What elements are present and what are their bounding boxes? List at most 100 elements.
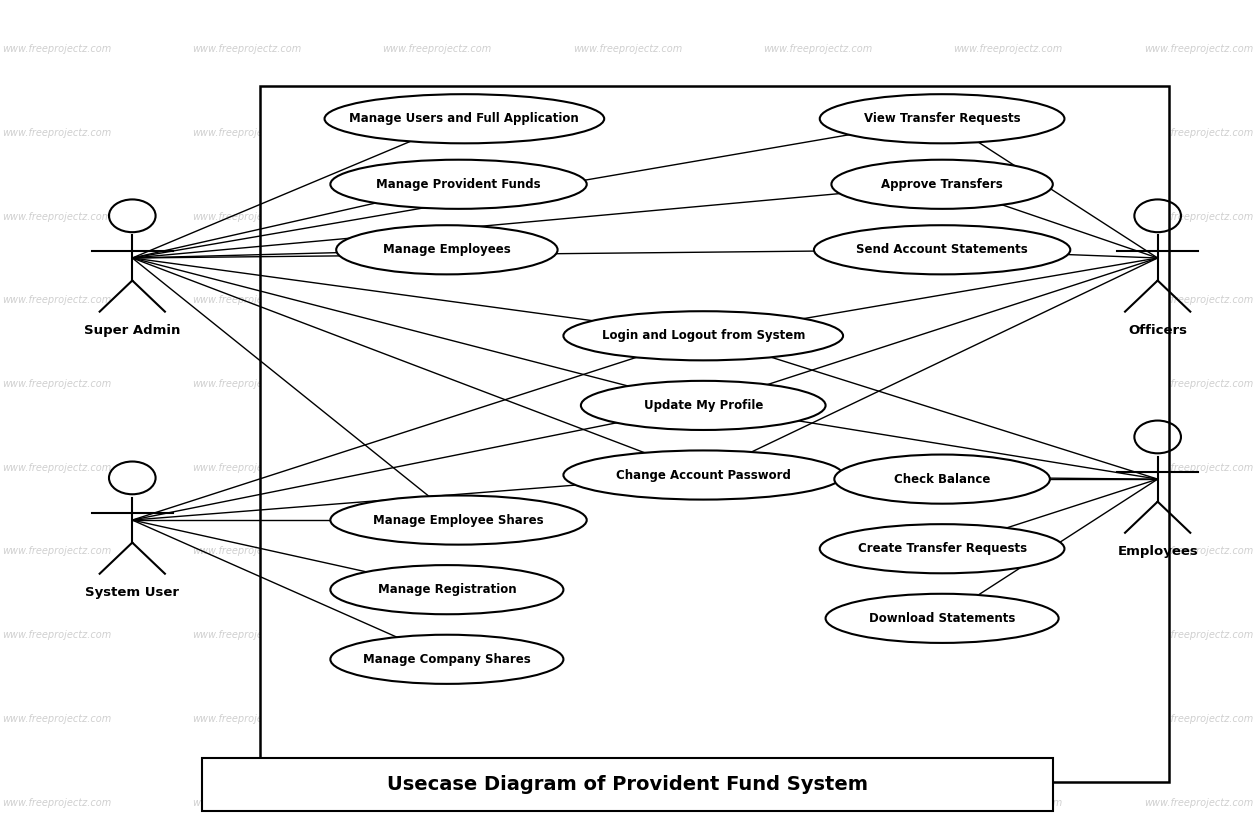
Ellipse shape: [814, 225, 1071, 274]
Ellipse shape: [330, 495, 587, 545]
Text: www.freeprojectz.com: www.freeprojectz.com: [954, 463, 1063, 473]
Text: Manage Employee Shares: Manage Employee Shares: [373, 514, 543, 527]
Text: www.freeprojectz.com: www.freeprojectz.com: [1143, 630, 1252, 640]
Text: www.freeprojectz.com: www.freeprojectz.com: [383, 296, 492, 305]
Ellipse shape: [330, 635, 563, 684]
Text: www.freeprojectz.com: www.freeprojectz.com: [572, 296, 683, 305]
Text: www.freeprojectz.com: www.freeprojectz.com: [383, 44, 492, 54]
Text: www.freeprojectz.com: www.freeprojectz.com: [954, 546, 1063, 556]
Text: www.freeprojectz.com: www.freeprojectz.com: [3, 379, 112, 389]
Text: www.freeprojectz.com: www.freeprojectz.com: [192, 44, 301, 54]
Text: www.freeprojectz.com: www.freeprojectz.com: [954, 128, 1063, 138]
Text: Manage Employees: Manage Employees: [383, 243, 511, 256]
Text: www.freeprojectz.com: www.freeprojectz.com: [572, 211, 683, 222]
Text: www.freeprojectz.com: www.freeprojectz.com: [1143, 798, 1252, 808]
Text: www.freeprojectz.com: www.freeprojectz.com: [3, 798, 112, 808]
Text: www.freeprojectz.com: www.freeprojectz.com: [572, 546, 683, 556]
Text: www.freeprojectz.com: www.freeprojectz.com: [1143, 463, 1252, 473]
Text: www.freeprojectz.com: www.freeprojectz.com: [383, 546, 492, 556]
Ellipse shape: [330, 565, 563, 614]
Text: www.freeprojectz.com: www.freeprojectz.com: [1143, 128, 1252, 138]
Text: www.freeprojectz.com: www.freeprojectz.com: [954, 798, 1063, 808]
Text: www.freeprojectz.com: www.freeprojectz.com: [572, 44, 683, 54]
Ellipse shape: [330, 160, 587, 209]
Text: www.freeprojectz.com: www.freeprojectz.com: [572, 128, 683, 138]
Text: www.freeprojectz.com: www.freeprojectz.com: [954, 44, 1063, 54]
Text: www.freeprojectz.com: www.freeprojectz.com: [3, 211, 112, 222]
Text: www.freeprojectz.com: www.freeprojectz.com: [383, 714, 492, 724]
Text: www.freeprojectz.com: www.freeprojectz.com: [192, 128, 301, 138]
Text: www.freeprojectz.com: www.freeprojectz.com: [1143, 546, 1252, 556]
Text: www.freeprojectz.com: www.freeprojectz.com: [1143, 296, 1252, 305]
Text: www.freeprojectz.com: www.freeprojectz.com: [383, 379, 492, 389]
Text: Super Admin: Super Admin: [84, 324, 181, 337]
Ellipse shape: [820, 94, 1064, 143]
Text: www.freeprojectz.com: www.freeprojectz.com: [763, 798, 872, 808]
FancyBboxPatch shape: [202, 758, 1053, 811]
Text: www.freeprojectz.com: www.freeprojectz.com: [192, 546, 301, 556]
Text: www.freeprojectz.com: www.freeprojectz.com: [192, 379, 301, 389]
Text: Update My Profile: Update My Profile: [644, 399, 763, 412]
Text: Send Account Statements: Send Account Statements: [856, 243, 1028, 256]
Text: www.freeprojectz.com: www.freeprojectz.com: [1143, 211, 1252, 222]
Text: www.freeprojectz.com: www.freeprojectz.com: [763, 296, 872, 305]
Text: www.freeprojectz.com: www.freeprojectz.com: [3, 463, 112, 473]
Text: www.freeprojectz.com: www.freeprojectz.com: [763, 379, 872, 389]
Text: www.freeprojectz.com: www.freeprojectz.com: [954, 379, 1063, 389]
Text: Approve Transfers: Approve Transfers: [881, 178, 1003, 191]
Text: Usecase Diagram of Provident Fund System: Usecase Diagram of Provident Fund System: [387, 775, 868, 794]
Text: www.freeprojectz.com: www.freeprojectz.com: [763, 211, 872, 222]
Text: www.freeprojectz.com: www.freeprojectz.com: [763, 463, 872, 473]
Text: www.freeprojectz.com: www.freeprojectz.com: [954, 630, 1063, 640]
Text: www.freeprojectz.com: www.freeprojectz.com: [954, 296, 1063, 305]
Text: www.freeprojectz.com: www.freeprojectz.com: [1143, 44, 1252, 54]
Text: www.freeprojectz.com: www.freeprojectz.com: [572, 798, 683, 808]
Text: Download Statements: Download Statements: [868, 612, 1015, 625]
Text: www.freeprojectz.com: www.freeprojectz.com: [763, 546, 872, 556]
Ellipse shape: [325, 94, 604, 143]
Ellipse shape: [835, 455, 1050, 504]
Text: www.freeprojectz.com: www.freeprojectz.com: [192, 296, 301, 305]
Text: www.freeprojectz.com: www.freeprojectz.com: [954, 714, 1063, 724]
Text: www.freeprojectz.com: www.freeprojectz.com: [3, 128, 112, 138]
Text: www.freeprojectz.com: www.freeprojectz.com: [3, 296, 112, 305]
Text: www.freeprojectz.com: www.freeprojectz.com: [1143, 714, 1252, 724]
Text: www.freeprojectz.com: www.freeprojectz.com: [192, 630, 301, 640]
Text: Create Transfer Requests: Create Transfer Requests: [857, 542, 1027, 555]
Text: www.freeprojectz.com: www.freeprojectz.com: [383, 798, 492, 808]
Text: www.freeprojectz.com: www.freeprojectz.com: [763, 128, 872, 138]
Text: Manage Company Shares: Manage Company Shares: [363, 653, 531, 666]
Text: www.freeprojectz.com: www.freeprojectz.com: [192, 798, 301, 808]
Text: www.freeprojectz.com: www.freeprojectz.com: [192, 714, 301, 724]
Text: www.freeprojectz.com: www.freeprojectz.com: [572, 714, 683, 724]
FancyBboxPatch shape: [261, 86, 1170, 782]
Ellipse shape: [581, 381, 826, 430]
Text: View Transfer Requests: View Transfer Requests: [863, 112, 1020, 125]
Ellipse shape: [563, 311, 843, 360]
Ellipse shape: [563, 450, 843, 500]
Text: Manage Users and Full Application: Manage Users and Full Application: [349, 112, 580, 125]
Text: www.freeprojectz.com: www.freeprojectz.com: [763, 714, 872, 724]
Text: www.freeprojectz.com: www.freeprojectz.com: [192, 463, 301, 473]
Text: Employees: Employees: [1117, 545, 1199, 558]
Text: www.freeprojectz.com: www.freeprojectz.com: [1143, 379, 1252, 389]
Text: www.freeprojectz.com: www.freeprojectz.com: [3, 714, 112, 724]
Ellipse shape: [336, 225, 557, 274]
Text: www.freeprojectz.com: www.freeprojectz.com: [763, 44, 872, 54]
Text: Officers: Officers: [1128, 324, 1187, 337]
Text: www.freeprojectz.com: www.freeprojectz.com: [383, 630, 492, 640]
Text: www.freeprojectz.com: www.freeprojectz.com: [763, 630, 872, 640]
Text: www.freeprojectz.com: www.freeprojectz.com: [383, 211, 492, 222]
Ellipse shape: [826, 594, 1059, 643]
Text: Check Balance: Check Balance: [894, 473, 990, 486]
Text: www.freeprojectz.com: www.freeprojectz.com: [3, 44, 112, 54]
Text: www.freeprojectz.com: www.freeprojectz.com: [572, 463, 683, 473]
Text: www.freeprojectz.com: www.freeprojectz.com: [954, 211, 1063, 222]
Ellipse shape: [831, 160, 1053, 209]
Text: System User: System User: [85, 586, 179, 599]
Text: www.freeprojectz.com: www.freeprojectz.com: [3, 546, 112, 556]
Text: Change Account Password: Change Account Password: [616, 468, 791, 482]
Text: Manage Provident Funds: Manage Provident Funds: [376, 178, 541, 191]
Text: www.freeprojectz.com: www.freeprojectz.com: [192, 211, 301, 222]
Text: www.freeprojectz.com: www.freeprojectz.com: [383, 463, 492, 473]
